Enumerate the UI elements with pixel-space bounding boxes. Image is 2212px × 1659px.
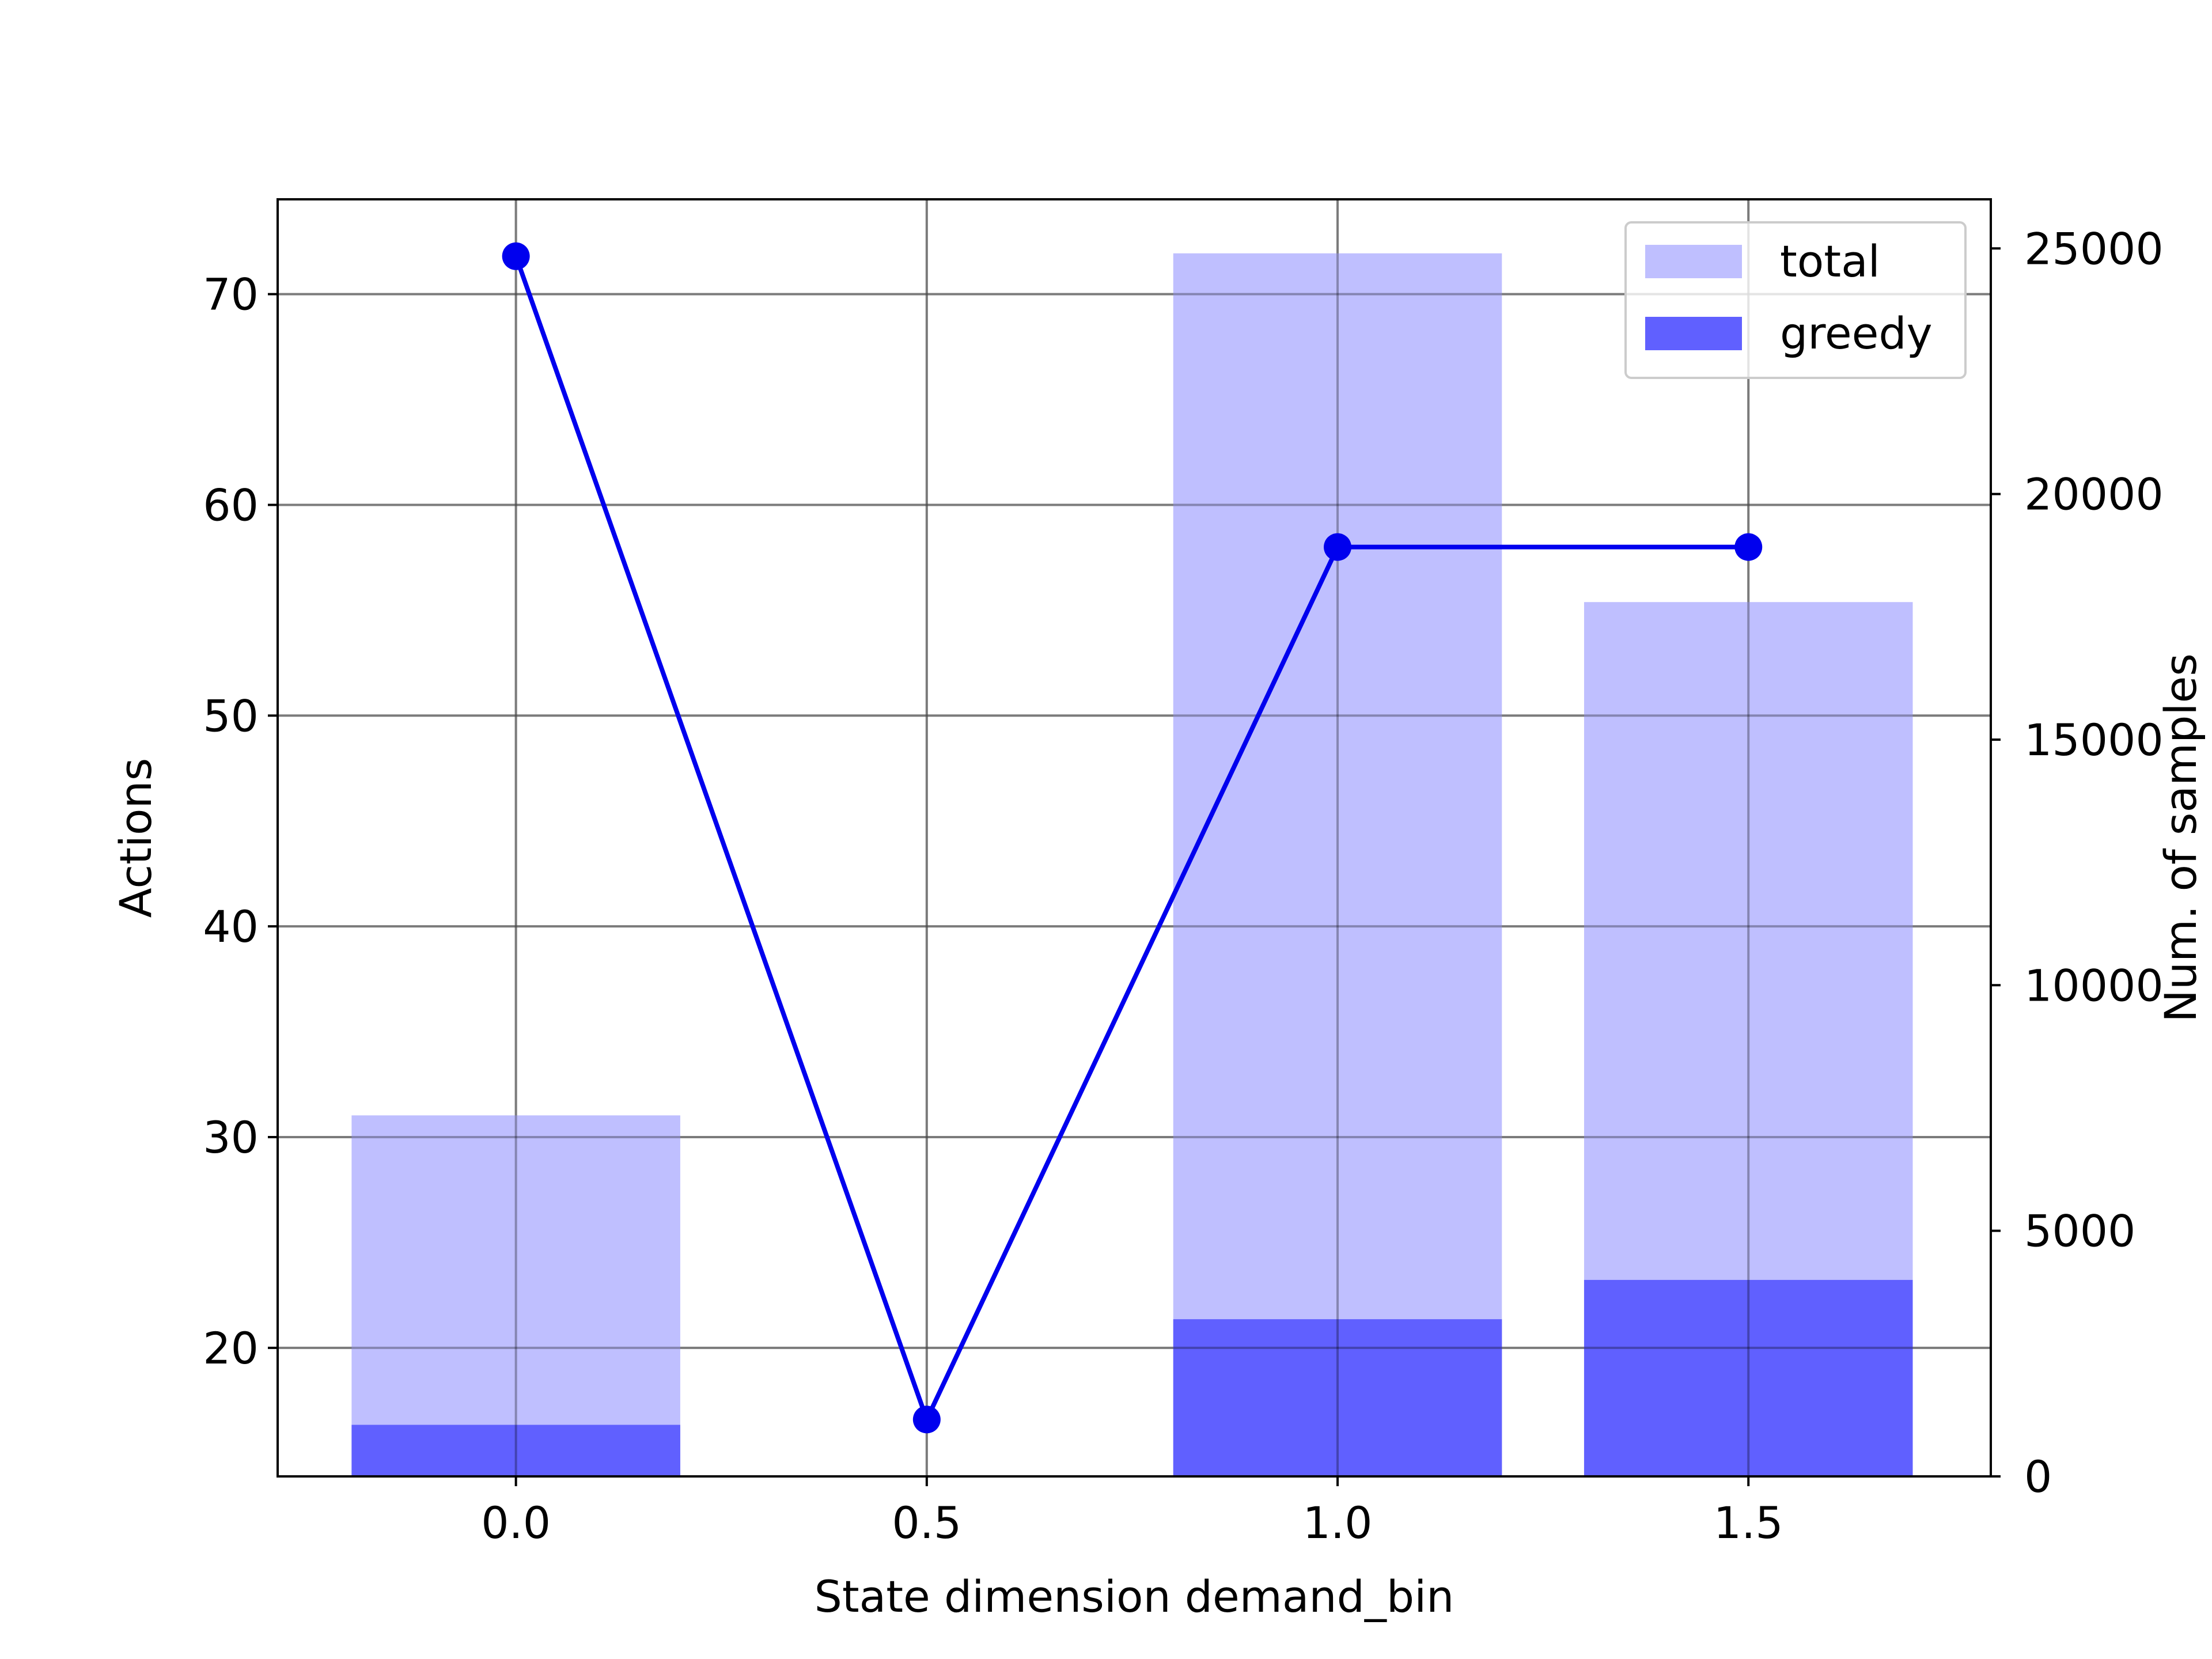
legend-label-greedy: greedy: [1780, 308, 1933, 359]
right-y-tick-label: 0: [2024, 1451, 2052, 1502]
right-y-tick-label: 5000: [2024, 1206, 2135, 1257]
left-y-tick-label: 20: [203, 1323, 259, 1374]
bar-total: [351, 1115, 680, 1476]
bar-greedy: [1173, 1319, 1502, 1476]
line-marker: [1324, 533, 1352, 561]
left-y-tick-label: 60: [203, 479, 259, 531]
x-tick-label: 1.5: [1714, 1497, 1783, 1548]
legend: total greedy: [1624, 221, 1967, 379]
left-y-tick-label: 50: [203, 690, 259, 741]
x-tick-label: 1.0: [1303, 1497, 1373, 1548]
left-y-tick-label: 30: [203, 1112, 259, 1163]
line-marker: [502, 242, 530, 270]
left-y-tick-label: 70: [203, 269, 259, 320]
bar-greedy: [351, 1425, 680, 1476]
left-y-axis-label: Actions: [110, 758, 161, 918]
bar-greedy: [1584, 1279, 1913, 1476]
right-y-tick-label: 25000: [2024, 223, 2164, 274]
line-path: [513, 255, 1749, 1426]
right-y-tick-label: 15000: [2024, 714, 2164, 766]
legend-swatch-greedy: [1645, 317, 1742, 350]
left-y-tick-label: 40: [203, 901, 259, 952]
legend-swatch-total: [1645, 245, 1742, 278]
axis-ticks: 0.0 0.5 1.0 1.5 20 30 40 50 60 70 0 5000 10000 15000 2…: [203, 223, 2164, 1548]
right-y-tick-label: 10000: [2024, 960, 2164, 1011]
line-marker: [1734, 533, 1763, 561]
right-y-tick-label: 20000: [2024, 469, 2164, 520]
x-tick-label: 0.5: [892, 1497, 961, 1548]
x-tick-label: 0.0: [481, 1497, 551, 1548]
plot-frame: [276, 198, 1992, 1478]
legend-label-total: total: [1780, 236, 1880, 287]
bar-total: [1173, 253, 1502, 1476]
line-series: [502, 242, 1763, 1434]
bars: [278, 199, 1991, 1476]
line-marker: [912, 1406, 941, 1434]
right-y-axis-label: Num. of samples: [2155, 653, 2206, 1022]
x-axis-label: State dimension demand_bin: [815, 1571, 1455, 1622]
